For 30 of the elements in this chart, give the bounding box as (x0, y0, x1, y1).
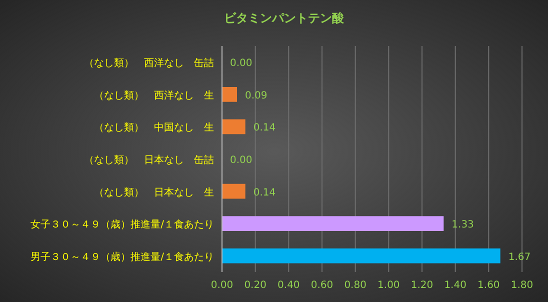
data-label: 0.00 (230, 155, 252, 166)
data-label: 0.14 (253, 187, 276, 198)
x-tick-label: 0.80 (344, 280, 366, 291)
bar (222, 184, 246, 199)
y-tick-label: （なし類） 日本なし 缶詰 (84, 154, 214, 166)
data-label: 1.33 (452, 220, 474, 231)
x-tick-label: 1.40 (444, 280, 466, 291)
bar (222, 87, 237, 102)
y-tick-label: （なし類） 中国なし 生 (94, 122, 214, 134)
x-tick-label: 1.60 (478, 280, 500, 291)
x-tick-label: 1.00 (378, 280, 400, 291)
y-tick-label: 男子３０～４９（歳）推進量/１食あたり (30, 250, 214, 263)
data-label: 0.09 (245, 90, 268, 102)
chart-title: ビタミンパントテン酸 (224, 11, 345, 25)
bar (222, 119, 246, 134)
y-tick-label: （なし類） 西洋なし 缶詰 (84, 57, 214, 70)
y-tick-label: （なし類） 日本なし 生 (94, 186, 214, 198)
bar (222, 248, 500, 264)
bar (222, 216, 444, 231)
x-tick-label: 0.20 (244, 280, 266, 291)
x-tick-label: 0.00 (210, 280, 234, 291)
y-tick-label: （なし類） 西洋なし 生 (94, 89, 214, 102)
data-label: 0.00 (230, 58, 252, 70)
data-label: 0.14 (253, 122, 276, 134)
x-tick-label: 1.20 (410, 280, 434, 291)
x-tick-label: 0.40 (278, 280, 300, 291)
x-tick-label: 1.80 (510, 280, 534, 291)
data-label: 1.67 (508, 252, 531, 263)
x-tick-label: 0.60 (310, 280, 334, 291)
y-tick-label: 女子３０～４９（歳）推進量/１食あたり (30, 218, 214, 231)
